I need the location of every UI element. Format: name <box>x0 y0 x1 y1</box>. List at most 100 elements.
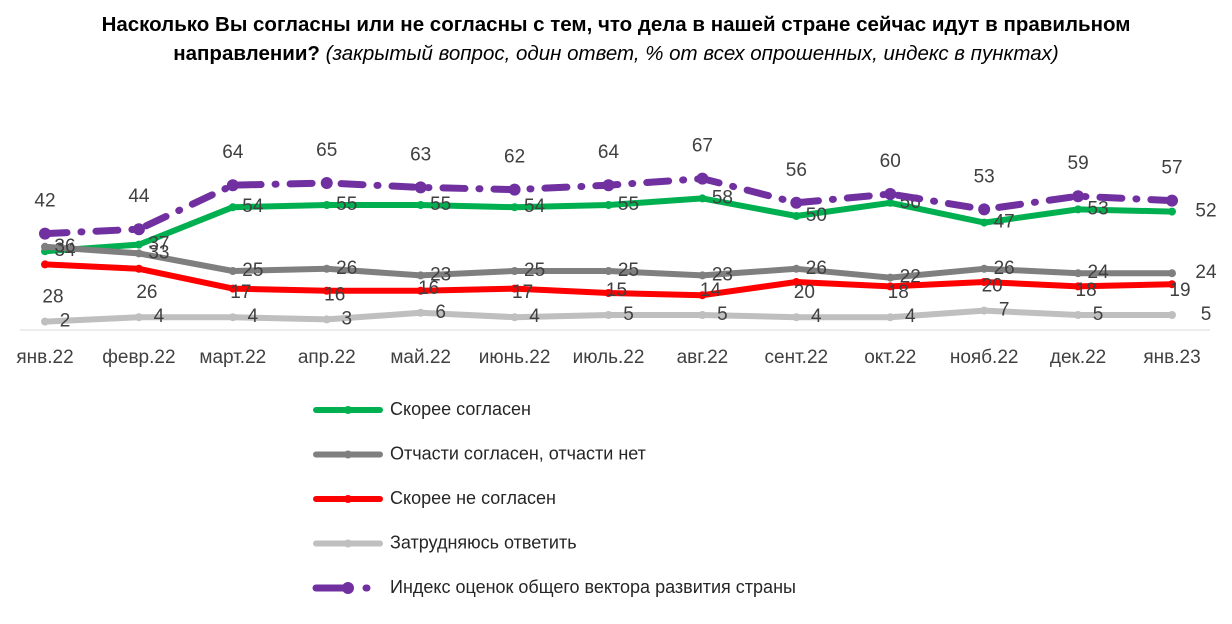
data-label: 14 <box>700 280 722 301</box>
data-label: 64 <box>598 142 620 163</box>
data-label: 7 <box>999 300 1010 321</box>
data-label: 4 <box>248 306 259 327</box>
legend-marker <box>344 539 352 548</box>
data-label: 4 <box>154 306 165 327</box>
data-point <box>39 227 51 240</box>
data-label: 37 <box>148 234 169 255</box>
data-point <box>228 203 237 212</box>
data-point <box>604 267 613 275</box>
data-point <box>604 201 613 209</box>
data-point <box>1074 311 1083 319</box>
data-label: 52 <box>1195 201 1216 222</box>
data-point <box>322 315 331 324</box>
x-tick-label: нояб.22 <box>950 347 1019 368</box>
data-point <box>604 311 613 319</box>
x-tick-label: апр.22 <box>298 347 356 368</box>
data-label: 53 <box>974 166 995 187</box>
x-tick-label: февр.22 <box>102 347 175 368</box>
x-tick-label: июнь.22 <box>479 347 551 368</box>
data-point <box>510 267 519 275</box>
data-point <box>886 198 895 207</box>
data-point <box>1074 205 1083 214</box>
data-label: 53 <box>1088 198 1109 219</box>
data-label: 19 <box>1169 280 1190 301</box>
data-point <box>698 311 707 319</box>
data-label: 23 <box>712 264 733 285</box>
data-label: 24 <box>1088 262 1110 283</box>
data-point <box>1168 269 1176 278</box>
data-label: 25 <box>524 260 545 281</box>
data-label: 55 <box>430 194 451 215</box>
data-label: 44 <box>128 186 150 207</box>
data-point <box>698 291 707 300</box>
data-point <box>886 273 895 282</box>
data-label: 26 <box>336 258 357 279</box>
chart-subtitle: (закрытый вопрос, один ответ, % от всех … <box>325 42 1059 65</box>
data-point <box>980 306 989 315</box>
data-label: 16 <box>418 278 439 299</box>
data-label: 28 <box>42 287 63 308</box>
data-label: 60 <box>880 151 901 172</box>
data-point <box>602 179 615 192</box>
data-label: 2 <box>60 311 71 332</box>
x-tick-label: июль.22 <box>573 347 645 368</box>
data-point <box>884 188 897 200</box>
data-point <box>978 203 991 216</box>
data-label: 5 <box>1093 304 1104 325</box>
data-point <box>886 282 895 291</box>
data-point <box>41 260 49 269</box>
data-label: 56 <box>786 160 807 181</box>
data-point <box>1168 280 1176 289</box>
data-label: 59 <box>1068 153 1089 174</box>
data-label: 4 <box>811 306 822 327</box>
data-point <box>1074 282 1083 291</box>
data-point <box>322 264 331 273</box>
data-point <box>228 313 237 322</box>
data-label: 4 <box>529 306 540 327</box>
data-point <box>41 317 49 326</box>
x-tick-label: март.22 <box>199 347 266 368</box>
data-label: 24 <box>1195 262 1217 283</box>
data-point <box>134 240 143 249</box>
data-point <box>1074 269 1083 278</box>
data-point <box>416 308 425 317</box>
data-point <box>322 201 331 209</box>
data-label: 17 <box>230 282 251 303</box>
x-tick-label: янв.23 <box>1143 347 1200 368</box>
data-point <box>510 284 519 293</box>
data-point <box>1166 194 1178 207</box>
data-label: 62 <box>504 147 525 168</box>
title-block: Насколько Вы согласны или не согласны с … <box>100 10 1132 68</box>
data-point <box>980 278 989 286</box>
x-tick-label: сент.22 <box>765 347 829 368</box>
data-label: 20 <box>982 276 1003 297</box>
data-point <box>320 177 333 189</box>
data-label: 36 <box>54 236 75 257</box>
chart-title: Насколько Вы согласны или не согласны с … <box>101 13 1131 65</box>
data-point <box>134 313 143 322</box>
data-label: 55 <box>618 194 639 215</box>
data-point <box>790 196 803 209</box>
data-label: 3 <box>341 308 352 329</box>
data-point <box>416 201 425 209</box>
data-point <box>792 313 801 322</box>
data-point <box>416 286 425 295</box>
legend-marker <box>344 450 352 459</box>
data-label: 18 <box>888 282 909 303</box>
data-label: 25 <box>242 260 263 281</box>
x-tick-label: авг.22 <box>677 347 729 368</box>
x-tick-label: окт.22 <box>864 347 916 368</box>
data-label: 4 <box>905 306 916 327</box>
legend-label: Индекс оценок общего вектора развития ст… <box>390 577 796 597</box>
data-point <box>228 267 237 275</box>
legend-marker <box>344 495 352 503</box>
legend-label: Скорее не согласен <box>390 488 556 508</box>
data-point <box>226 179 239 192</box>
data-label: 55 <box>336 194 357 215</box>
legend-marker <box>344 406 352 414</box>
data-point <box>132 223 145 236</box>
data-label: 5 <box>623 304 634 325</box>
legend-label: Скорее согласен <box>390 399 531 419</box>
